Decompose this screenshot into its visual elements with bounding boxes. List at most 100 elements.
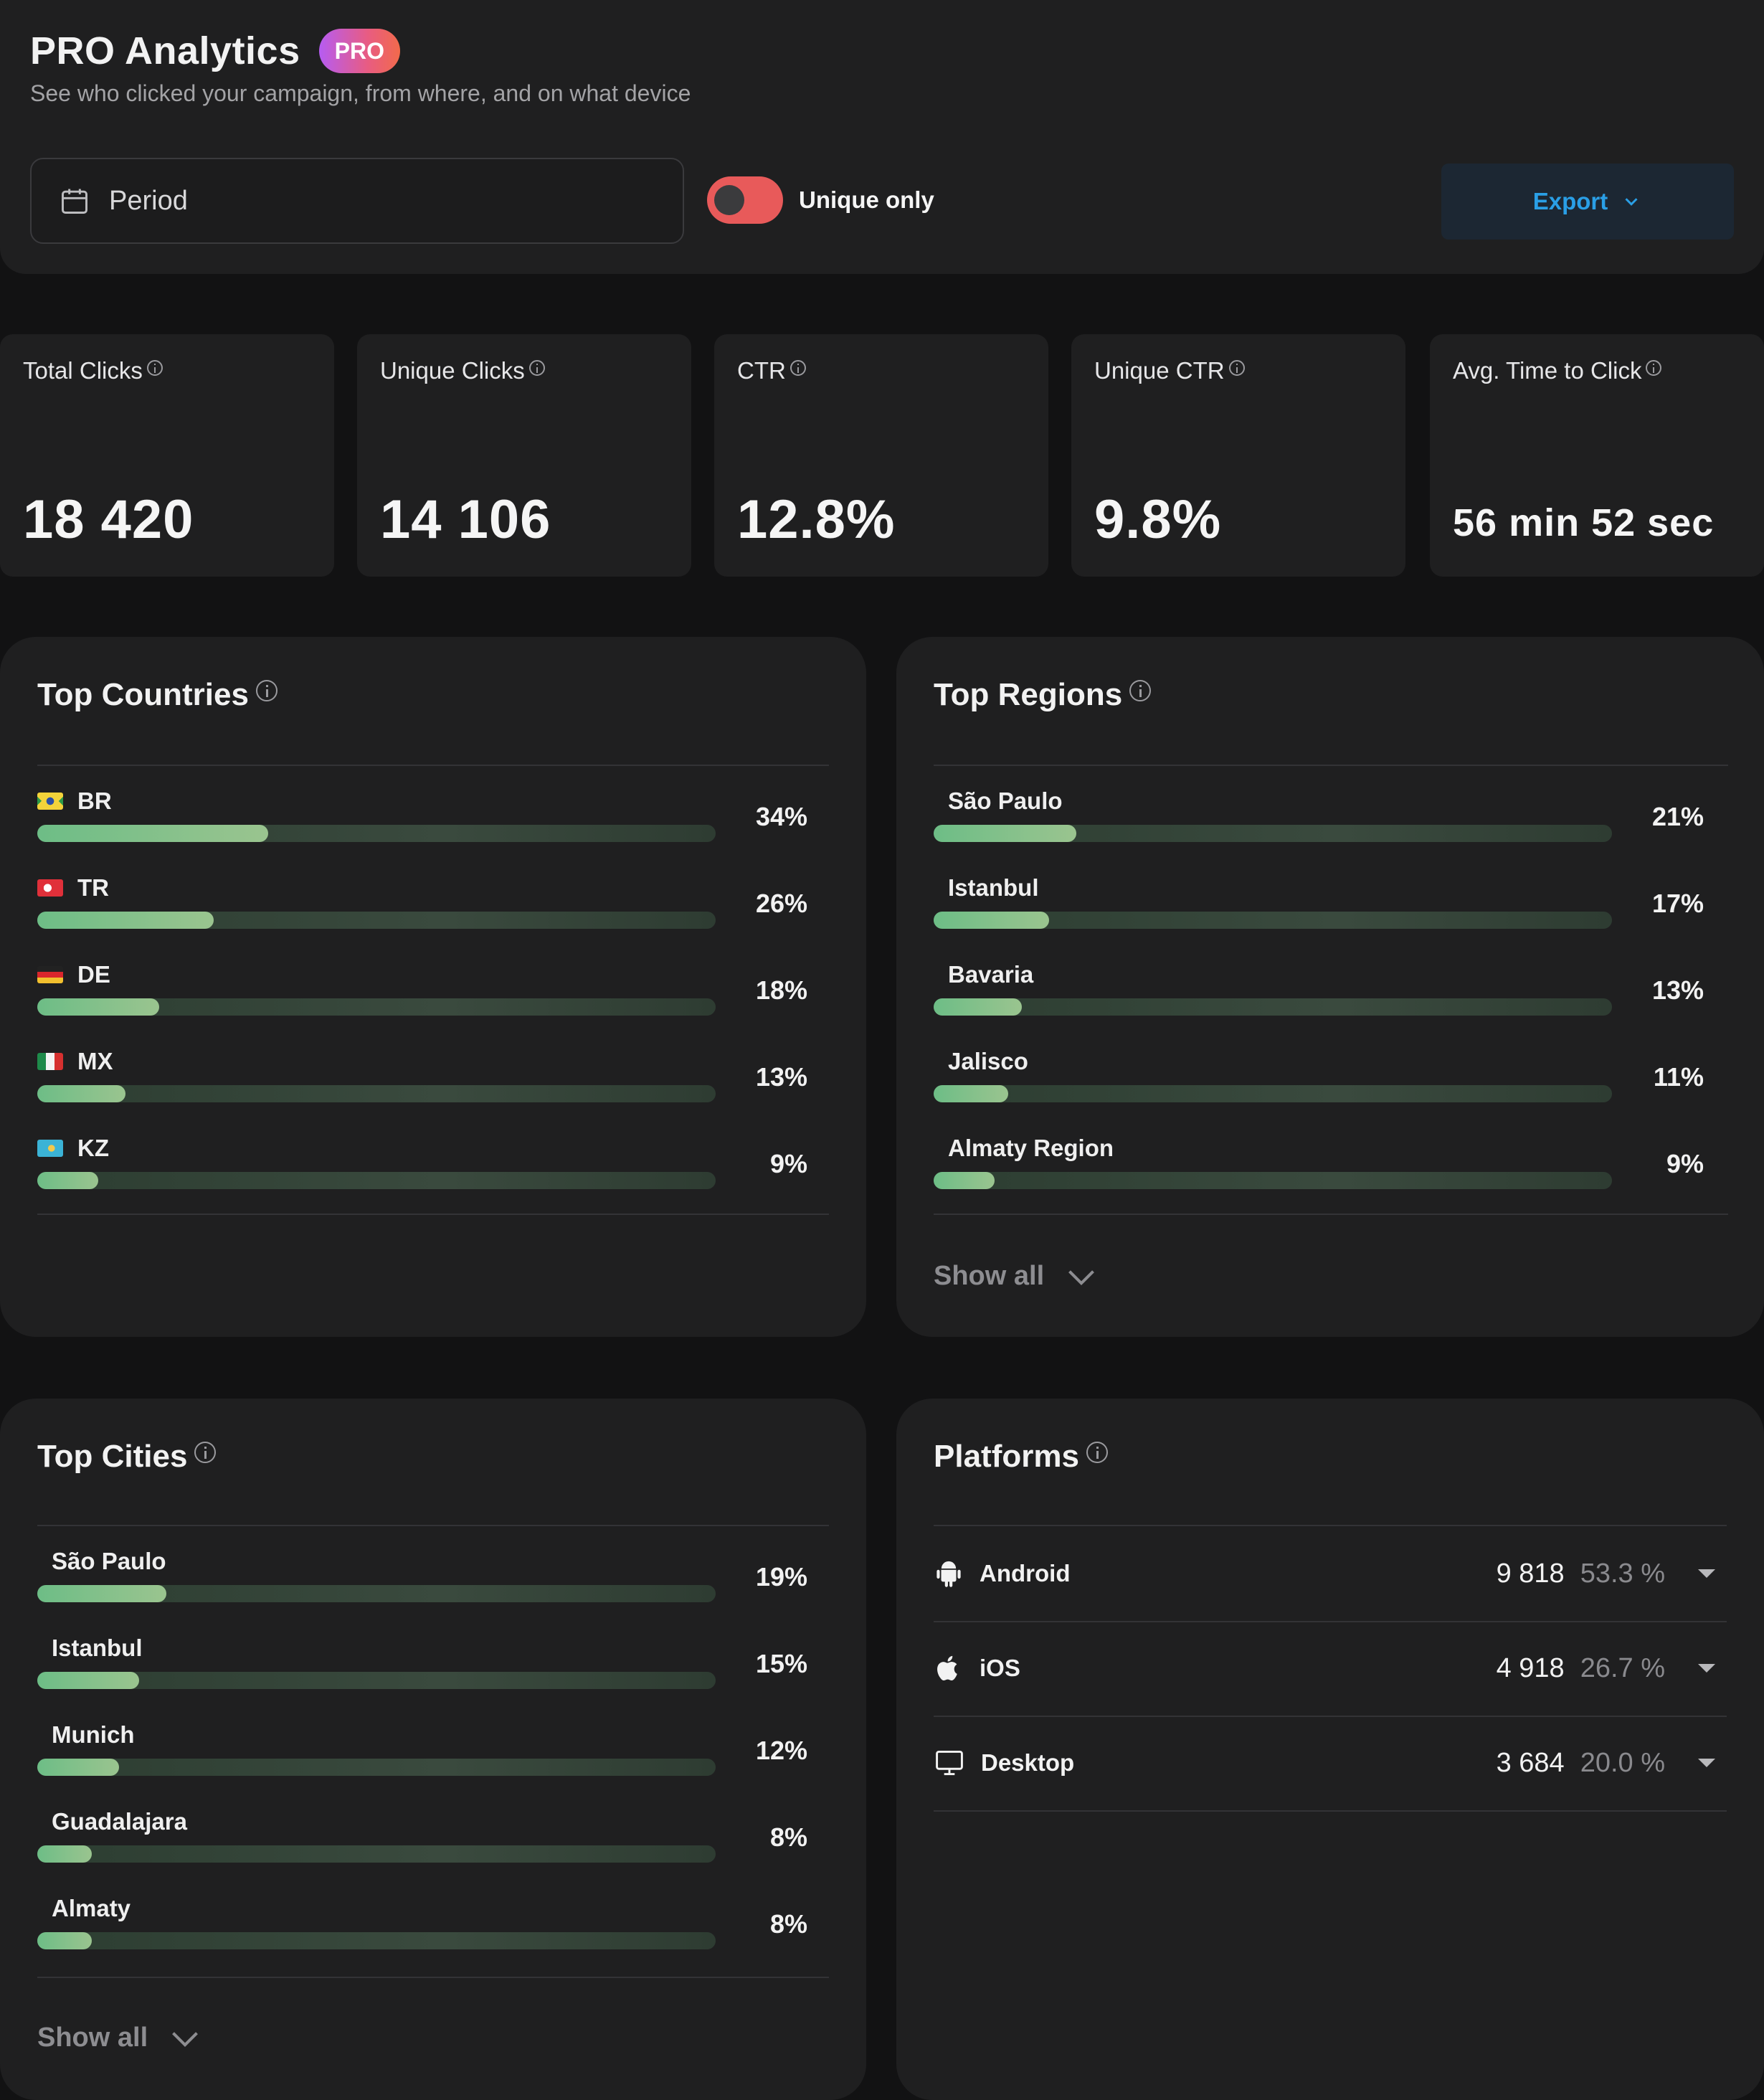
bar-track — [934, 912, 1612, 929]
show-all-cities-button[interactable]: Show all — [37, 2023, 201, 2053]
info-icon[interactable] — [789, 360, 806, 376]
platform-row-android[interactable]: Android 9 818 53.3 % — [934, 1526, 1727, 1622]
flag-tr-icon — [37, 879, 63, 897]
bar-fill — [37, 912, 214, 929]
row-label: Bavaria — [948, 961, 1033, 988]
info-icon[interactable] — [1129, 680, 1152, 701]
kpi-label-text: Avg. Time to Click — [1453, 357, 1642, 384]
row-label: BR — [37, 788, 112, 815]
caret-down-icon[interactable] — [1692, 1559, 1721, 1588]
export-button[interactable]: Export — [1441, 164, 1734, 240]
info-icon[interactable] — [255, 680, 278, 701]
bar-track — [37, 1932, 716, 1949]
calendar-icon — [62, 189, 87, 214]
row-percent: 8% — [769, 1909, 807, 1939]
show-all-label: Show all — [37, 2023, 148, 2053]
info-icon[interactable] — [1228, 360, 1245, 376]
row-percent: 9% — [769, 1149, 807, 1178]
row-label-text: Almaty Region — [948, 1135, 1114, 1161]
info-icon[interactable] — [528, 360, 545, 376]
bar-track — [934, 1085, 1612, 1102]
period-placeholder: Period — [109, 185, 188, 216]
kpi-value: 9.8% — [1094, 489, 1222, 550]
card-title-text: Top Countries — [37, 677, 249, 712]
row-label: DE — [37, 961, 110, 988]
region-row-almaty-region: Almaty Region 9% — [934, 1135, 1725, 1199]
bar-fill — [37, 1932, 92, 1949]
kpi-label: Unique Clicks — [380, 357, 545, 384]
kpi-value: 14 106 — [380, 489, 551, 550]
divider — [37, 1977, 829, 1978]
bar-track — [37, 1759, 716, 1776]
unique-only-toggle[interactable] — [707, 176, 783, 224]
bar-track — [37, 998, 716, 1016]
row-percent: 11% — [1653, 1062, 1704, 1092]
caret-down-icon[interactable] — [1692, 1749, 1721, 1777]
row-label: KZ — [37, 1135, 109, 1162]
country-row-br: BR 34% — [37, 788, 829, 852]
kpi-label: Avg. Time to Click — [1453, 357, 1662, 384]
row-label-text: KZ — [77, 1135, 109, 1161]
top-countries-card: Top Countries BR 34% TR 26% DE 18% MX 13% KZ 9% — [0, 637, 866, 1337]
caret-down-icon[interactable] — [1692, 1654, 1721, 1683]
kpi-ctr: CTR 12.8% — [714, 334, 1048, 577]
row-label: Almaty Region — [948, 1135, 1114, 1162]
show-all-regions-button[interactable]: Show all — [934, 1261, 1097, 1292]
platform-row-ios[interactable]: iOS 4 918 26.7 % — [934, 1621, 1727, 1717]
kpi-unique-ctr: Unique CTR 9.8% — [1071, 334, 1405, 577]
row-label: Almaty — [52, 1895, 131, 1922]
row-label-text: Munich — [52, 1721, 135, 1748]
divider — [934, 1214, 1728, 1215]
chevron-down-icon — [1068, 1269, 1095, 1285]
kpi-total-clicks: Total Clicks 18 420 — [0, 334, 334, 577]
kpi-label-text: Total Clicks — [23, 357, 143, 384]
info-icon[interactable] — [146, 360, 163, 376]
row-label: MX — [37, 1048, 113, 1075]
info-icon[interactable] — [1646, 360, 1662, 376]
row-percent: 19% — [755, 1562, 807, 1591]
row-percent: 9% — [1666, 1149, 1704, 1178]
kpi-label-text: CTR — [737, 357, 786, 384]
show-all-label: Show all — [934, 1261, 1045, 1291]
bar-fill — [37, 825, 268, 842]
row-percent: 13% — [755, 1062, 807, 1092]
row-label-text: Almaty — [52, 1895, 131, 1921]
row-label: Istanbul — [948, 874, 1039, 902]
platform-count: 9 818 — [1496, 1558, 1565, 1589]
bar-track — [934, 998, 1612, 1016]
header-panel: PRO Analytics PRO See who clicked your c… — [0, 0, 1764, 274]
divider — [934, 765, 1728, 766]
info-icon[interactable] — [194, 1442, 217, 1463]
flag-kz-icon — [37, 1140, 63, 1157]
bar-fill — [37, 1585, 166, 1602]
row-percent: 26% — [755, 889, 807, 918]
card-title: Platforms — [934, 1439, 1108, 1475]
bar-track — [37, 1845, 716, 1863]
unique-only-label: Unique only — [799, 186, 934, 213]
bar-track — [37, 912, 716, 929]
platform-name: Desktop — [981, 1749, 1075, 1776]
kpi-avg-time: Avg. Time to Click 56 min 52 sec — [1430, 334, 1764, 577]
platform-row-desktop[interactable]: Desktop 3 684 20.0 % — [934, 1716, 1727, 1812]
card-title-text: Platforms — [934, 1439, 1079, 1474]
row-label-text: TR — [77, 874, 109, 901]
card-title: Top Regions — [934, 677, 1152, 713]
divider — [37, 1525, 829, 1526]
period-picker[interactable]: Period — [30, 158, 684, 244]
bar-track — [37, 1085, 716, 1102]
kpi-label: Total Clicks — [23, 357, 163, 384]
bar-track — [37, 1172, 716, 1189]
row-percent: 34% — [755, 802, 807, 831]
city-row-almaty: Almaty 8% — [37, 1895, 829, 1959]
row-label-text: Istanbul — [52, 1635, 143, 1661]
row-label-text: MX — [77, 1048, 113, 1074]
flag-mx-icon — [37, 1053, 63, 1070]
platform-stats: 4 918 26.7 % — [1497, 1653, 1727, 1684]
info-icon[interactable] — [1086, 1442, 1108, 1463]
kpi-value: 56 min 52 sec — [1453, 501, 1715, 544]
bar-fill — [934, 912, 1049, 929]
platform-count: 4 918 — [1496, 1652, 1565, 1683]
toggle-knob — [714, 185, 744, 215]
row-label-text: DE — [77, 961, 110, 988]
export-label: Export — [1532, 188, 1608, 214]
